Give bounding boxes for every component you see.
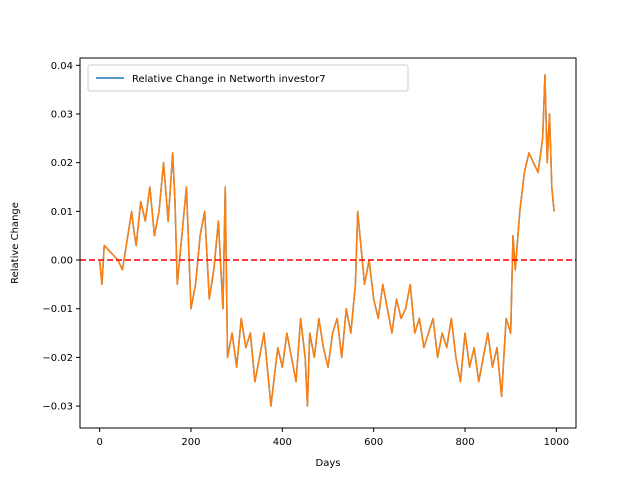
x-tick-label: 800 — [455, 437, 474, 448]
y-tick-label: −0.03 — [42, 402, 73, 413]
plot-area — [79, 57, 577, 429]
series-line-1 — [98, 74, 555, 407]
series-layer — [98, 74, 555, 407]
x-tick-label: 600 — [364, 437, 383, 448]
x-tick-label: 1000 — [544, 437, 569, 448]
legend-box — [87, 64, 409, 92]
x-tick-label: 200 — [181, 437, 200, 448]
y-axis-label: Relative Change — [10, 202, 21, 284]
legend: Relative Change in Networth investor7 — [87, 64, 409, 92]
y-tick-label: 0.03 — [51, 109, 73, 120]
y-tick-label: 0.02 — [51, 158, 73, 169]
y-tick-label: 0.01 — [51, 207, 73, 218]
y-tick-label: −0.02 — [42, 353, 73, 364]
x-axis: 0 200 400 600 800 1000 — [96, 428, 569, 448]
y-tick-label: −0.01 — [42, 304, 73, 315]
y-axis: −0.03 −0.02 −0.01 0.00 0.01 0.02 0.03 0.04 — [42, 61, 80, 413]
plot-frame — [79, 57, 577, 429]
x-axis-label: Days — [316, 458, 341, 469]
x-tick-label: 0 — [96, 437, 102, 448]
y-tick-label: 0.04 — [51, 61, 73, 72]
x-tick-label: 400 — [273, 437, 292, 448]
legend-label: Relative Change in Networth investor7 — [132, 74, 326, 85]
y-tick-label: 0.00 — [51, 256, 73, 267]
plot-background — [80, 58, 576, 428]
